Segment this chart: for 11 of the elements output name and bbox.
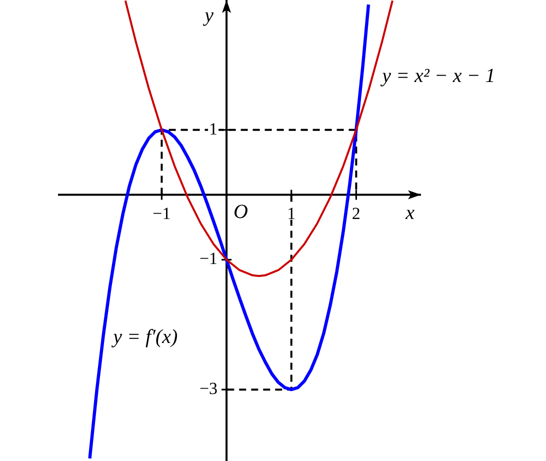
- x-axis-title: x: [404, 202, 415, 224]
- y-axis-title: y: [202, 4, 214, 26]
- x-tick-label: −1: [152, 204, 171, 223]
- series-label: y = f′(x): [111, 326, 178, 348]
- x-tick-label: 1: [287, 204, 296, 223]
- x-tick-label: 2: [352, 204, 360, 223]
- y-tick-label: 1: [209, 119, 218, 138]
- annotation: O: [234, 201, 248, 224]
- y-tick-label: −1: [199, 249, 218, 268]
- series-label: y = x² − x − 1: [380, 65, 496, 88]
- y-tick-label: −3: [199, 379, 218, 398]
